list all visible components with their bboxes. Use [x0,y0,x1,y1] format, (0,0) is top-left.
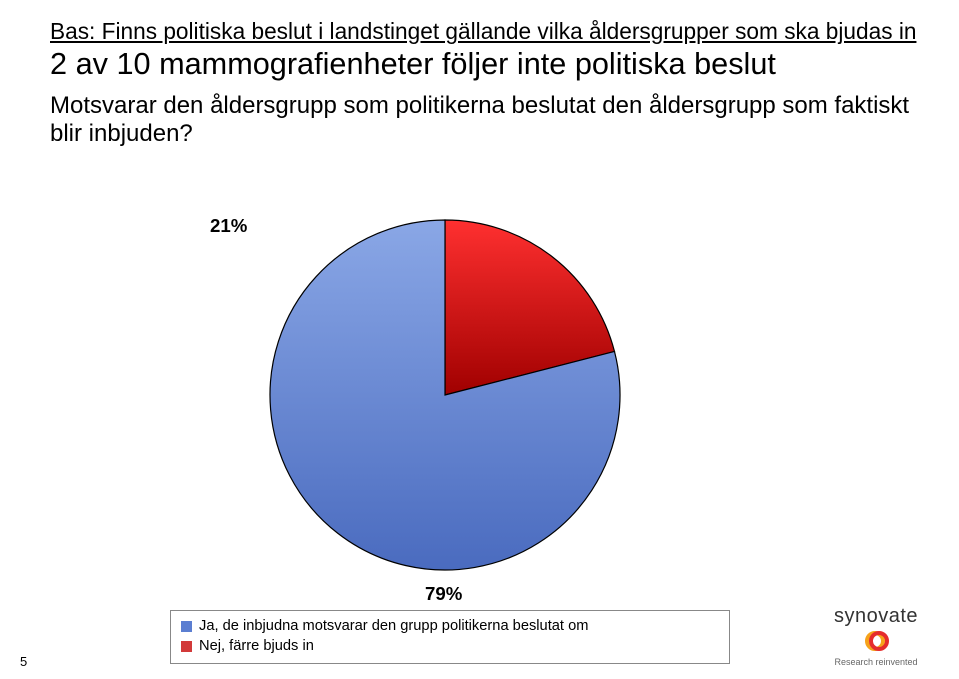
headline-text: 2 av 10 mammografienheter följer inte po… [50,47,919,82]
question-text: Motsvarar den åldersgrupp som politikern… [50,92,919,148]
pie-slice-label-0: 21% [210,215,247,237]
base-text: Bas: Finns politiska beslut i landstinge… [50,18,919,45]
legend-swatch-1 [181,641,192,652]
page-number: 5 [20,654,27,669]
brand-tagline: Research reinvented [821,657,931,667]
pie-chart [260,210,630,580]
brand-logo: synovate Research reinvented [821,605,931,667]
legend-label-1: Nej, färre bjuds in [199,637,314,657]
legend-item-0: Ja, de inbjudna motsvarar den grupp poli… [181,617,719,637]
brand-name: synovate [834,605,918,627]
legend: Ja, de inbjudna motsvarar den grupp poli… [170,610,730,664]
legend-item-1: Nej, färre bjuds in [181,637,719,657]
legend-swatch-0 [181,621,192,632]
pie-slice-label-1: 79% [425,583,462,605]
legend-label-0: Ja, de inbjudna motsvarar den grupp poli… [199,617,588,637]
brand-mark-icon [864,628,890,659]
